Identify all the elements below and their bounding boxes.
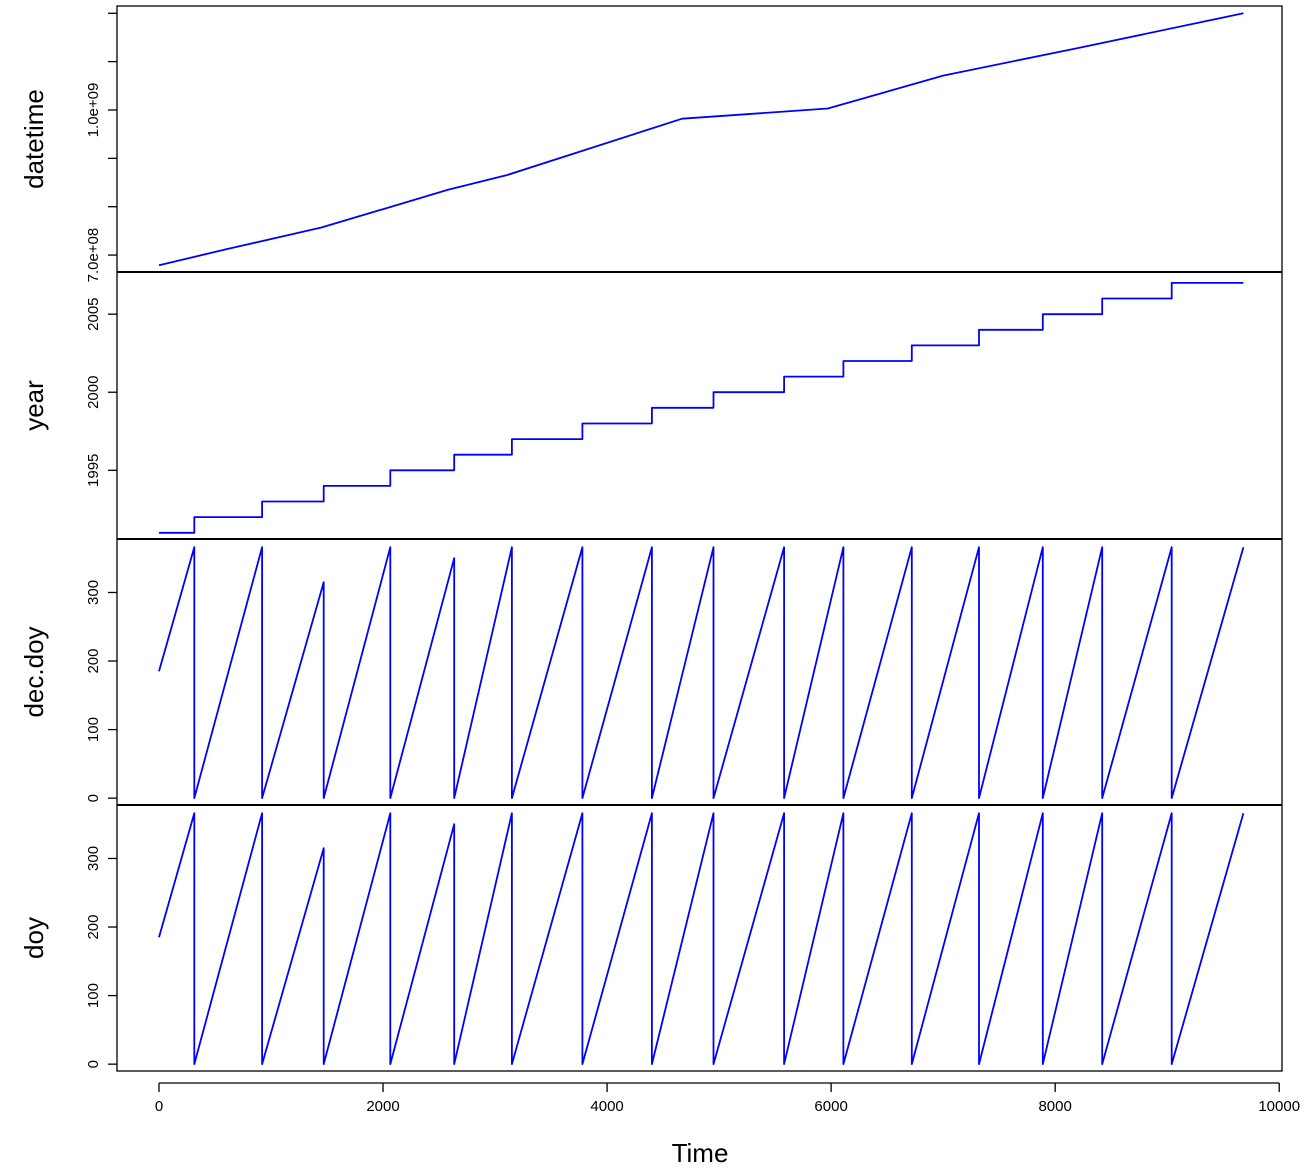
x-tick-label: 2000: [366, 1098, 399, 1115]
y-tick-label: 2005: [85, 297, 102, 330]
y-tick-label: 7.0e+08: [85, 228, 102, 283]
x-tick-label: 4000: [590, 1098, 623, 1115]
y-tick-label: 300: [85, 580, 102, 605]
y-tick-label: 0: [85, 1060, 102, 1068]
panel-label: dec.doy: [19, 626, 49, 717]
panel-label: datetime: [19, 89, 49, 189]
panel-label: doy: [19, 917, 49, 959]
y-tick-label: 100: [85, 717, 102, 742]
x-axis: 0 2000 4000 6000 8000 10000: [155, 1082, 1300, 1115]
y-tick-label: 0: [85, 794, 102, 802]
x-tick-label: 0: [155, 1098, 163, 1115]
y-tick-label: 100: [85, 983, 102, 1008]
x-tick-label: 8000: [1038, 1098, 1071, 1115]
y-tick-label: 200: [85, 915, 102, 940]
y-tick-label: 2000: [85, 376, 102, 409]
panel-doy: 0 100 200 300 doy: [19, 812, 1245, 1068]
y-tick-label: 200: [85, 649, 102, 674]
x-axis-title: Time: [672, 1138, 729, 1168]
panels-layer: 7.0e+081.0e+09datetime199520002005year01…: [19, 5, 1283, 1072]
y-tick-label: 1995: [85, 454, 102, 487]
y-tick-label: 300: [85, 846, 102, 871]
panel-dec-doy: 0 100 200 300 dec.doy: [19, 546, 1245, 802]
panel-year: 1995 2000 2005 year: [19, 282, 1244, 534]
x-tick-label: 6000: [814, 1098, 847, 1115]
x-tick-label: 10000: [1258, 1098, 1300, 1115]
series-line-doy: [158, 812, 1245, 1065]
y-tick-label: 1.0e+09: [85, 83, 102, 138]
panel-label: year: [19, 380, 49, 431]
panel-datetime: 7.0e+08 1.0e+09 datetime: [19, 12, 1244, 283]
series-line-dec-doy: [158, 546, 1245, 799]
series-line-year: [159, 282, 1244, 534]
series-line-datetime: [158, 12, 1244, 267]
